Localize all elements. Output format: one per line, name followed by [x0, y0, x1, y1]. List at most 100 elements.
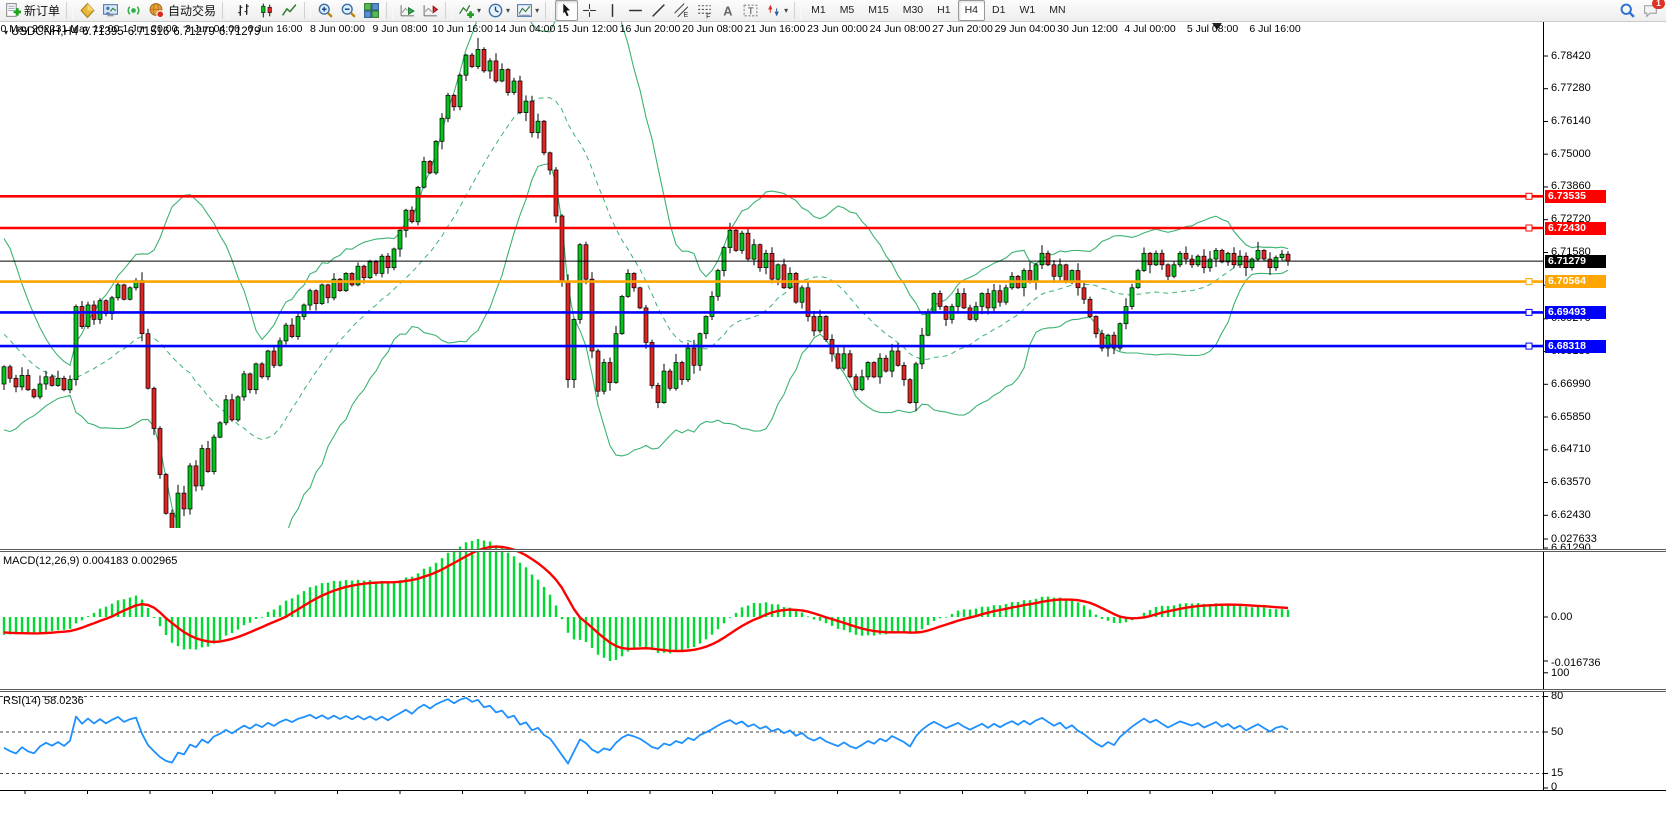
time-axis[interactable]	[0, 811, 1666, 824]
templates-button[interactable]: ▾	[513, 0, 542, 21]
chevron-down-icon[interactable]: ▾	[477, 6, 482, 15]
zoom-out-button[interactable]	[337, 0, 360, 21]
line-chart-button[interactable]	[278, 0, 301, 21]
time-axis-label: 30 May 2022	[0, 23, 56, 35]
rsi-axis-label: 15	[1551, 767, 1564, 780]
chart-shift-button[interactable]	[419, 0, 442, 21]
macd-signal-value: 0.002965	[131, 555, 178, 567]
timeframe-mn-button[interactable]: MN	[1049, 4, 1066, 16]
layouts-button[interactable]	[76, 0, 99, 21]
search-button[interactable]	[1616, 0, 1639, 21]
chart-surface[interactable]: ▾ USDCNH,H4 6.71395 6.71516 6.71279 6.71279 M…	[0, 21, 1666, 824]
rsi-pane-splitter[interactable]	[0, 689, 1666, 692]
timeframe-m15-button[interactable]: M15	[868, 4, 889, 16]
rsi-axis-label: 100	[1551, 666, 1570, 679]
price-chart-canvas[interactable]	[0, 21, 1666, 824]
auto-trading-icon	[148, 2, 165, 19]
crosshair-button[interactable]	[578, 0, 601, 21]
arrows-button[interactable]: ▾	[762, 0, 791, 21]
signals-button[interactable]	[122, 0, 145, 21]
chart-title: ▾ USDCNH,H4 6.71395 6.71516 6.71279 6.71279	[4, 26, 264, 38]
price-level-tag[interactable]: 6.72430	[1545, 221, 1606, 235]
market-watch-icon	[102, 2, 119, 19]
text-label-icon: T	[742, 2, 759, 19]
toolbar-separator	[66, 2, 74, 19]
timeframe-h1-button[interactable]: H1	[937, 4, 951, 16]
price-level-tag[interactable]: 6.69493	[1545, 305, 1606, 319]
ohlc-high: 6.71516	[127, 26, 170, 38]
bar-chart-button[interactable]	[232, 0, 255, 21]
new-order-button[interactable]: 新订单	[1, 0, 63, 21]
toolbar-separator	[304, 2, 312, 19]
indicators-icon	[458, 2, 475, 19]
arrows-icon	[765, 2, 782, 19]
horizontal-line-button[interactable]	[624, 0, 647, 21]
timeframe-m5-button[interactable]: M5	[839, 4, 855, 16]
toolbar-separator	[545, 2, 553, 19]
auto-scroll-icon	[399, 2, 416, 19]
rsi-indicator-label: RSI(14) 58.0236	[3, 695, 84, 707]
vertical-line-icon	[604, 2, 621, 19]
market-watch-button[interactable]	[99, 0, 122, 21]
chart-expander-icon[interactable]: ▾	[4, 28, 9, 37]
candlestick-chart-button[interactable]	[255, 0, 278, 21]
text-button[interactable]: A	[716, 0, 739, 21]
zoom-in-icon	[317, 2, 334, 19]
indicators-button[interactable]: ▾	[455, 0, 484, 21]
notification-badge: 1	[1652, 0, 1665, 9]
chart-symbol-period: USDCNH,H4	[11, 26, 79, 38]
auto-trading-button[interactable]: 自动交易	[145, 0, 219, 21]
price-level-tag[interactable]: 6.73535	[1545, 189, 1606, 203]
time-axis-label: 1 Jun 20:00	[122, 23, 178, 35]
group-zoom	[313, 0, 384, 21]
time-axis-label: 6 Jul 16:00	[1249, 23, 1301, 35]
toolbar-separator	[445, 2, 453, 19]
timeframe-d1-button[interactable]: D1	[992, 4, 1006, 16]
chevron-down-icon[interactable]: ▾	[784, 6, 789, 15]
group-order: 新订单	[0, 0, 64, 21]
timeframe-m1-button[interactable]: M1	[811, 4, 826, 16]
time-axis-label: 16 Jun 20:00	[619, 23, 681, 35]
time-axis-label: 9 Jun 08:00	[372, 23, 428, 35]
time-axis-label: 14 Jun 04:00	[494, 23, 556, 35]
trendline-button[interactable]	[647, 0, 670, 21]
chevron-down-icon[interactable]: ▾	[535, 6, 540, 15]
rsi-axis-label: 80	[1551, 690, 1564, 703]
equidistant-channel-button[interactable]: E	[670, 0, 693, 21]
price-level-tag[interactable]: 6.70564	[1545, 275, 1606, 289]
text-label-button[interactable]: T	[739, 0, 762, 21]
chevron-down-icon[interactable]: ▾	[506, 6, 511, 15]
vertical-line-button[interactable]	[601, 0, 624, 21]
price-level-tag[interactable]: 6.68318	[1545, 339, 1606, 353]
fibonacci-button[interactable]: F	[693, 0, 716, 21]
ohlc-close: 6.71279	[218, 26, 261, 38]
price-level-tag[interactable]: 6.71279	[1545, 254, 1606, 268]
svg-text:T: T	[748, 6, 754, 17]
cursor-button[interactable]	[555, 0, 579, 21]
rsi-axis-label: 0	[1551, 781, 1558, 793]
price-tick-label: 6.78420	[1551, 49, 1591, 62]
macd-pane-splitter[interactable]	[0, 549, 1666, 552]
time-axis-label: 6 Jun 16:00	[247, 23, 303, 35]
horizontal-line-icon	[627, 2, 644, 19]
zoom-in-button[interactable]	[314, 0, 337, 21]
tile-windows-button[interactable]	[360, 0, 383, 21]
timeframe-h4-button[interactable]: H4	[957, 0, 986, 21]
svg-text:A: A	[723, 3, 732, 18]
line-chart-icon	[281, 2, 298, 19]
toolbar-right: 1	[1616, 0, 1665, 21]
periods-button[interactable]: ▾	[484, 0, 513, 21]
time-axis-label: 4 Jul 00:00	[1124, 23, 1176, 35]
auto-scroll-button[interactable]	[396, 0, 419, 21]
time-axis-label: 21 Jun 16:00	[744, 23, 806, 35]
notifications-button[interactable]: 1	[1639, 0, 1665, 21]
timeframe-w1-button[interactable]: W1	[1019, 4, 1036, 16]
equidistant-channel-icon: E	[673, 2, 690, 19]
group-insert: ▾ ▾ ▾	[454, 0, 543, 21]
group-timeframes: M1 M5 M15 M30 H1 H4 D1 W1 MN	[803, 0, 1073, 21]
timeframe-m30-button[interactable]: M30	[902, 4, 924, 16]
group-chart-type	[231, 0, 302, 21]
fibonacci-icon: F	[696, 2, 713, 19]
price-tick-label: 6.64710	[1551, 443, 1591, 456]
ohlc-low: 6.71279	[173, 26, 215, 38]
